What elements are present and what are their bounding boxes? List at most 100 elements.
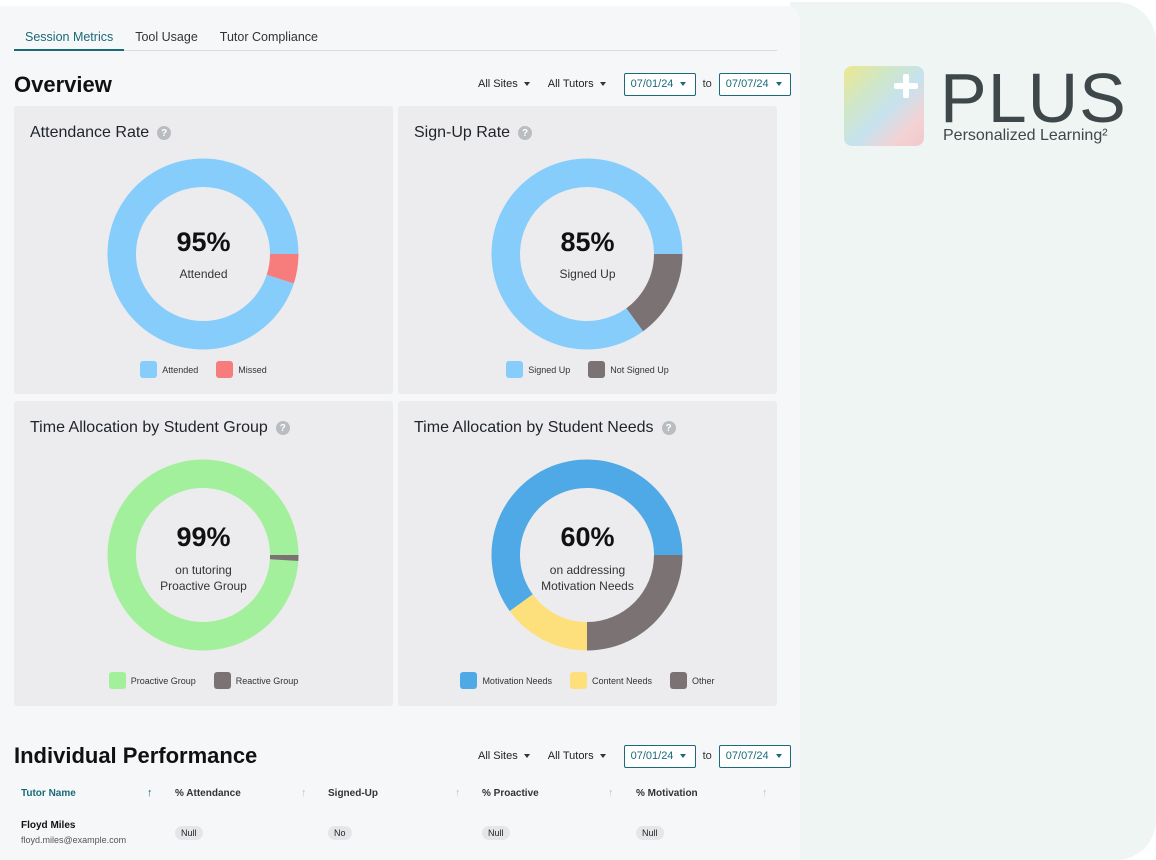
- donut-segment-missed: [266, 254, 299, 284]
- legend-item-not-signed-up: Not Signed Up: [588, 361, 669, 378]
- legend-swatch: [670, 672, 688, 689]
- signup-rate-card: Sign-Up Rate? 85% Signed Up Signed Up No…: [398, 106, 777, 394]
- legend-swatch: [569, 672, 587, 689]
- legend-item-missed: Missed: [216, 361, 267, 378]
- signup-center-label: Signed Up: [559, 267, 616, 281]
- student-needs-card: Time Allocation by Student Needs? 60% on…: [398, 401, 777, 706]
- chart-legend: Attended Missed: [14, 361, 393, 378]
- tutor-name: Floyd Miles: [21, 820, 76, 831]
- legend-swatch: [460, 672, 478, 689]
- chevron-down-icon: [599, 754, 606, 758]
- help-icon[interactable]: ?: [157, 126, 172, 140]
- chart-legend: Motivation Needs Content Needs Other: [398, 672, 777, 689]
- column-header-proactive[interactable]: % Proactive: [482, 788, 539, 799]
- tab-tutor-compliance[interactable]: Tutor Compliance: [219, 30, 318, 44]
- attendance-value: Null: [175, 826, 203, 840]
- donut-segment-signed-up: [491, 158, 683, 350]
- attendance-donut-chart: [107, 158, 299, 350]
- donut-segment-not-signed-up: [626, 254, 683, 332]
- attendance-center-label: Attended: [179, 267, 228, 281]
- donut-segment-other: [587, 555, 683, 651]
- attendance-rate-card: Attendance Rate? 95% Attended Attended M…: [14, 106, 393, 394]
- tab-bar: Session Metrics Tool Usage Tutor Complia…: [14, 24, 777, 51]
- legend-swatch: [588, 361, 606, 378]
- chevron-down-icon: [775, 82, 782, 86]
- chevron-down-icon: [599, 82, 606, 86]
- help-icon[interactable]: ?: [661, 421, 676, 435]
- logo-gradient-square: [844, 66, 924, 146]
- table-row[interactable]: Floyd Miles floyd.miles@example.com Null…: [14, 814, 777, 854]
- student-group-card: Time Allocation by Student Group? 99% on…: [14, 401, 393, 706]
- sites-dropdown[interactable]: All Sites: [478, 750, 530, 762]
- legend-item-other: Other: [670, 672, 715, 689]
- donut-segment-motivation-needs: [491, 459, 683, 612]
- logo-wordmark: PLUS: [940, 59, 1127, 137]
- date-range-to-label: to: [702, 750, 712, 762]
- needs-center-label-line1: on addressing: [549, 563, 626, 577]
- individual-performance-title: Individual Performance: [14, 743, 258, 768]
- chart-legend: Signed Up Not Signed Up: [398, 361, 777, 378]
- date-to-picker[interactable]: 07/07/24: [718, 744, 791, 768]
- donut-segment-reactive-group: [269, 555, 299, 561]
- signup-percent: 85%: [560, 227, 615, 257]
- date-from-picker[interactable]: 07/01/24: [623, 72, 696, 96]
- legend-swatch: [506, 361, 524, 378]
- sort-arrow-up-icon[interactable]: ↑: [147, 787, 153, 799]
- tab-tool-usage[interactable]: Tool Usage: [135, 30, 198, 44]
- chevron-down-icon: [680, 82, 687, 86]
- sort-arrow-up-icon[interactable]: ↑: [455, 787, 461, 799]
- proactive-value: Null: [482, 826, 510, 840]
- card-title: Sign-Up Rate?: [414, 124, 533, 142]
- chevron-down-icon: [680, 754, 687, 758]
- sort-arrow-up-icon[interactable]: ↑: [608, 787, 614, 799]
- needs-center-label-line2: Motivation Needs: [541, 579, 634, 593]
- student-needs-donut-chart: [491, 459, 683, 651]
- motivation-value: Null: [636, 826, 664, 840]
- tutors-dropdown[interactable]: All Tutors: [548, 78, 606, 90]
- attendance-percent: 95%: [176, 227, 231, 257]
- donut-segment-content-needs: [509, 594, 587, 651]
- sort-arrow-up-icon[interactable]: ↑: [301, 787, 307, 799]
- tutors-dropdown[interactable]: All Tutors: [548, 750, 606, 762]
- date-from-picker[interactable]: 07/01/24: [623, 744, 696, 768]
- column-header-motivation[interactable]: % Motivation: [636, 788, 698, 799]
- legend-swatch: [216, 361, 234, 378]
- date-to-picker[interactable]: 07/07/24: [718, 72, 791, 96]
- legend-item-content: Content Needs: [569, 672, 652, 689]
- column-header-tutor-name[interactable]: Tutor Name: [21, 788, 76, 799]
- overview-filters: All Sites All Tutors 07/01/24 to 07/07/2…: [478, 72, 791, 96]
- card-title: Time Allocation by Student Group?: [30, 419, 290, 437]
- legend-item-reactive: Reactive Group: [213, 672, 298, 689]
- legend-item-attended: Attended: [140, 361, 198, 378]
- legend-swatch: [140, 361, 158, 378]
- help-icon[interactable]: ?: [518, 126, 533, 140]
- performance-filters: All Sites All Tutors 07/01/24 to 07/07/2…: [478, 744, 791, 768]
- student-group-donut-chart: [107, 459, 299, 651]
- signup-donut-chart: [491, 158, 683, 350]
- logo-subtitle: Personalized Learning²: [943, 127, 1108, 144]
- group-percent: 99%: [176, 522, 231, 552]
- help-icon[interactable]: ?: [275, 421, 290, 435]
- overview-title: Overview: [14, 72, 112, 97]
- donut-segment-proactive-group: [107, 459, 299, 651]
- chevron-down-icon: [523, 82, 530, 86]
- donut-segment-attended: [107, 158, 299, 350]
- plus-icon: [894, 74, 918, 98]
- legend-item-proactive: Proactive Group: [108, 672, 196, 689]
- group-center-label-line1: on tutoring: [175, 563, 232, 577]
- card-title: Attendance Rate?: [30, 124, 172, 142]
- chevron-down-icon: [775, 754, 782, 758]
- chart-legend: Proactive Group Reactive Group: [14, 672, 393, 689]
- sort-arrow-up-icon[interactable]: ↑: [762, 787, 768, 799]
- table-header: Tutor Name ↑ % Attendance ↑ Signed-Up ↑ …: [14, 782, 777, 806]
- legend-item-motivation: Motivation Needs: [460, 672, 552, 689]
- column-header-attendance[interactable]: % Attendance: [175, 788, 241, 799]
- tutor-email: floyd.miles@example.com: [21, 835, 127, 845]
- column-header-signed-up[interactable]: Signed-Up: [328, 788, 378, 799]
- chevron-down-icon: [523, 754, 530, 758]
- group-center-label-line2: Proactive Group: [160, 579, 247, 593]
- tab-session-metrics[interactable]: Session Metrics: [14, 24, 125, 51]
- legend-swatch: [213, 672, 231, 689]
- sites-dropdown[interactable]: All Sites: [478, 78, 530, 90]
- card-title: Time Allocation by Student Needs?: [414, 419, 676, 437]
